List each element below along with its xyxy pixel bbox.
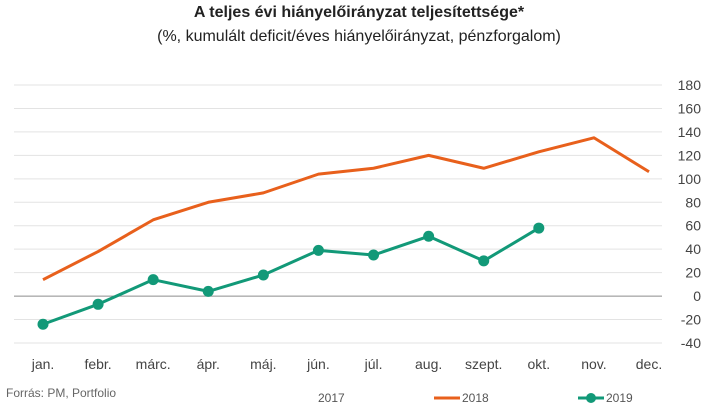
y-tick-label: -40 <box>681 335 701 351</box>
y-tick-label: 140 <box>678 124 702 140</box>
data-point-2019 <box>478 255 490 267</box>
data-point-2019 <box>92 298 104 310</box>
x-tick-label: jan. <box>31 356 55 372</box>
y-tick-label: 180 <box>678 77 702 93</box>
data-point-2019 <box>423 230 435 242</box>
series-line-2019 <box>42 226 540 326</box>
x-tick-label: márc. <box>136 356 171 372</box>
data-point-2019 <box>202 285 214 297</box>
series-line-2018 <box>42 136 650 282</box>
x-tick-label: nov. <box>581 356 606 372</box>
x-tick-label: jún. <box>306 356 330 372</box>
x-tick-label: szept. <box>465 356 502 372</box>
chart-subtitle: (%, kumulált deficit/éves hiányelőirányz… <box>157 28 561 45</box>
data-point-2019 <box>312 244 324 256</box>
y-tick-label: -20 <box>681 312 701 328</box>
x-axis-labels: jan. febr. márc. ápr. máj. jún. júl. aug. szept.… <box>31 356 663 372</box>
data-point-2019 <box>147 274 159 286</box>
y-tick-label: 100 <box>678 171 702 187</box>
x-tick-label: febr. <box>84 356 111 372</box>
series-lines <box>42 136 650 326</box>
legend-marker-2019 <box>586 393 596 403</box>
data-point-2019 <box>533 222 545 234</box>
legend-label-2019: 2019 <box>606 391 633 405</box>
x-tick-label: aug. <box>415 356 442 372</box>
x-tick-label: máj. <box>250 356 276 372</box>
y-tick-label: 80 <box>685 194 701 210</box>
legend-label-2018: 2018 <box>462 391 489 405</box>
series-markers <box>37 222 545 330</box>
y-tick-label: 0 <box>693 288 701 304</box>
data-point-2019 <box>257 269 269 281</box>
y-tick-label: 20 <box>685 265 701 281</box>
y-tick-label: 40 <box>685 241 701 257</box>
data-point-2019 <box>37 318 49 330</box>
y-axis-labels: -40 -20 0 20 40 60 80 100 120 140 160 180 <box>678 77 702 351</box>
y-tick-label: 160 <box>678 100 702 116</box>
x-tick-label: júl. <box>364 356 383 372</box>
y-tick-label: 60 <box>685 218 701 234</box>
x-tick-label: ápr. <box>197 356 220 372</box>
y-tick-label: 120 <box>678 147 702 163</box>
source-note: Forrás: PM, Portfolio <box>6 386 117 400</box>
legend-label-2017: 2017 <box>318 391 345 405</box>
legend: 2017 2018 2019 <box>318 391 633 405</box>
chart-title: A teljes évi hiányelőirányzat teljesítet… <box>193 4 525 21</box>
x-tick-label: dec. <box>636 356 662 372</box>
x-tick-label: okt. <box>528 356 551 372</box>
gridlines <box>14 84 662 344</box>
data-point-2019 <box>368 249 380 261</box>
